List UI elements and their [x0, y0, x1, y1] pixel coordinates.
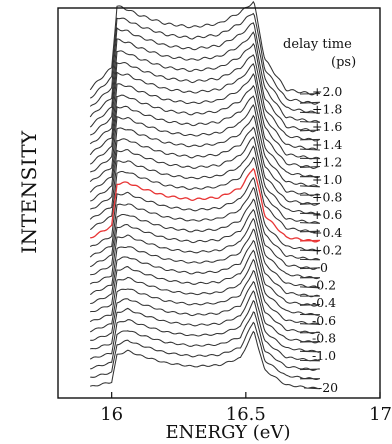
trace	[89, 42, 321, 133]
delay-label: +0.8	[312, 190, 342, 205]
trace-zero-delay	[90, 167, 321, 243]
delay-labels: +2.0 +1.8 +1.6 +1.4 +1.2 +1.0 +0.8 +0.6 +0.4 +0.2…	[312, 84, 342, 395]
trace	[90, 290, 320, 353]
trace	[89, 156, 320, 234]
trace	[89, 72, 321, 160]
trace	[89, 269, 321, 335]
trace	[90, 280, 321, 344]
delay-label: +1.6	[312, 119, 342, 134]
x-tick-label: 16	[100, 404, 123, 425]
trace	[89, 84, 320, 170]
trace	[90, 95, 321, 179]
delay-label: -1.0	[312, 348, 336, 363]
delay-label: +1.2	[312, 154, 342, 169]
trace	[90, 249, 321, 316]
trace	[89, 63, 320, 151]
trace	[90, 208, 321, 280]
trace	[90, 311, 320, 371]
trace	[89, 217, 320, 289]
trace	[89, 186, 321, 261]
delay-label: +0.2	[312, 242, 342, 257]
x-axis-ticks: 16 16.5 17	[100, 392, 392, 425]
x-tick-label: 17	[369, 404, 392, 425]
trace	[89, 258, 321, 325]
trace	[89, 12, 321, 105]
trace	[90, 54, 321, 142]
trace	[90, 239, 320, 307]
trace	[89, 136, 321, 215]
y-axis-label: INTENSITY	[17, 130, 41, 254]
trace	[89, 145, 321, 224]
annotation-delay-unit: (ps)	[331, 55, 356, 70]
trace	[90, 321, 321, 381]
trace	[89, 0, 321, 96]
trace	[89, 228, 321, 298]
spectra-traces	[89, 0, 321, 390]
delay-label: 0	[320, 260, 328, 275]
trace	[89, 114, 321, 197]
trace	[89, 299, 321, 362]
x-tick-label: 16.5	[226, 404, 266, 425]
trace	[89, 31, 321, 123]
plot-frame	[57, 7, 381, 399]
delay-label: +2.0	[312, 84, 342, 99]
trace	[90, 126, 320, 206]
trace	[89, 22, 321, 114]
delay-label: +0.6	[312, 207, 342, 222]
x-axis-label: ENERGY (eV)	[166, 422, 291, 443]
delay-label: -20	[318, 380, 338, 395]
delay-label: +0.4	[312, 225, 342, 240]
delay-label: +1.0	[312, 172, 342, 187]
trace	[89, 176, 320, 252]
delay-label: -0.4	[312, 295, 336, 310]
delay-label: -0.2	[312, 278, 336, 293]
delay-label: +1.8	[312, 102, 342, 117]
trace	[90, 198, 320, 270]
trace	[89, 104, 320, 188]
annotation-delay-time: delay time	[283, 37, 352, 52]
delay-label: -0.6	[312, 313, 336, 328]
delay-label: -0.8	[312, 330, 336, 345]
delay-label: +1.4	[312, 137, 342, 152]
trace	[90, 330, 320, 390]
